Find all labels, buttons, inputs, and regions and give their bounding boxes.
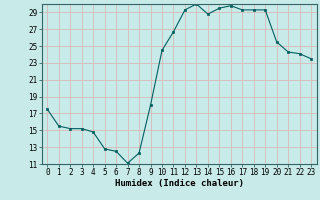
X-axis label: Humidex (Indice chaleur): Humidex (Indice chaleur)	[115, 179, 244, 188]
